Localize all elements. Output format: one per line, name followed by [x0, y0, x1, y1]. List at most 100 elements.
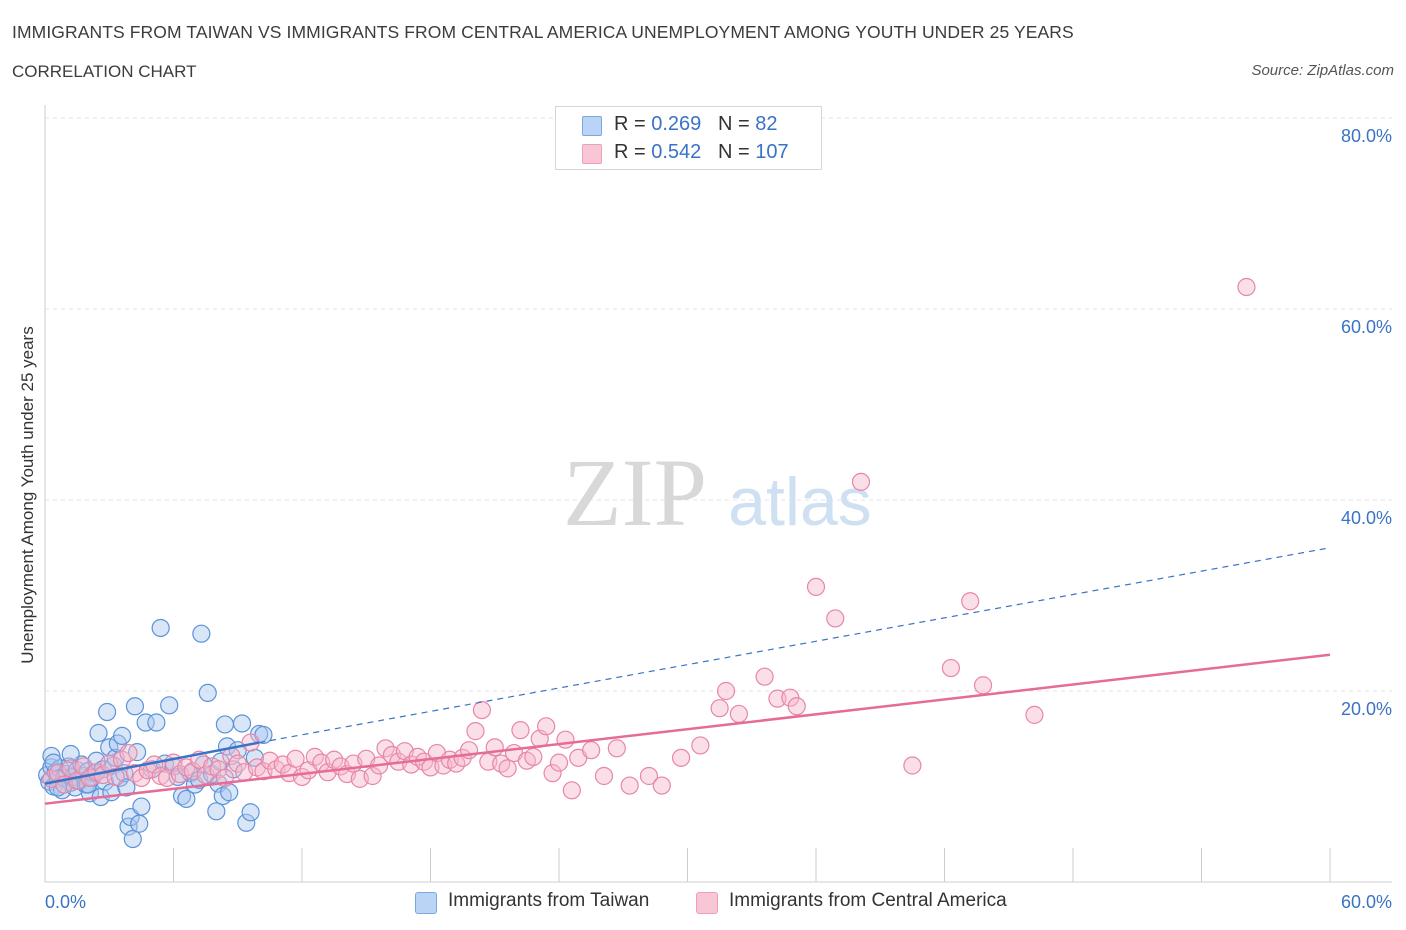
data-point-central-america: [376, 739, 395, 758]
data-point-taiwan: [207, 802, 226, 821]
y-tick-label: 80.0%: [1341, 126, 1392, 146]
bottom-legend-label-central-america: Immigrants from Central America: [729, 890, 1007, 911]
tick-labels: 20.0% 40.0% 60.0% 80.0% 0.0% 60.0%: [45, 126, 1392, 912]
data-point-central-america: [755, 667, 774, 686]
legend-r-value-central-america: 0.542: [651, 141, 702, 163]
chart-subtitle: CORRELATION CHART: [12, 62, 197, 81]
data-point-central-america: [1237, 277, 1256, 297]
data-point-taiwan: [237, 813, 256, 832]
axis-layer: [44, 105, 1392, 883]
data-point-central-america: [363, 766, 382, 786]
data-point-central-america: [511, 721, 530, 740]
trend-line-central-america: [44, 653, 1331, 805]
data-point-central-america: [768, 689, 787, 708]
data-point-taiwan: [160, 696, 179, 715]
trend-line-taiwan-extended: [259, 547, 1331, 744]
chart-title: IMMIGRANTS FROM TAIWAN VS IMMIGRANTS FRO…: [12, 22, 1074, 42]
y-tick-label: 60.0%: [1341, 317, 1392, 337]
data-point-central-america: [716, 681, 736, 701]
data-point-taiwan: [123, 829, 142, 849]
legend-r-label: R =: [614, 113, 652, 135]
data-point-taiwan: [98, 702, 117, 722]
bottom-legend-swatch-taiwan: [415, 892, 437, 914]
legend-swatch-central-america: [582, 144, 602, 164]
series-central-america-points: [42, 277, 1256, 800]
data-point-central-america: [620, 776, 639, 795]
data-point-central-america: [466, 722, 485, 741]
data-point-central-america: [556, 730, 575, 749]
data-point-taiwan: [61, 744, 80, 764]
data-point-central-america: [961, 592, 980, 611]
data-point-taiwan: [89, 723, 108, 743]
watermark-zip: ZIP: [563, 439, 707, 546]
data-point-central-america: [498, 759, 517, 778]
data-point-taiwan: [136, 713, 155, 732]
y-tick-label: 40.0%: [1341, 508, 1392, 528]
grid-layer: [45, 117, 1392, 692]
x-tick-label-min: 0.0%: [45, 892, 86, 912]
data-point-central-america: [671, 748, 691, 767]
data-point-central-america: [903, 756, 922, 775]
legend-n-label: N =: [717, 113, 756, 135]
bottom-legend-swatch-central-america: [696, 892, 718, 914]
data-point-central-america: [594, 766, 614, 786]
data-point-central-america: [325, 750, 344, 769]
data-point-central-america: [549, 753, 569, 772]
data-point-central-america: [691, 736, 710, 755]
data-point-central-america: [132, 768, 151, 788]
data-point-central-america: [787, 697, 806, 716]
data-point-central-america: [826, 609, 845, 628]
legend-n-value-central-america: 107: [755, 141, 789, 163]
data-point-central-america: [1025, 705, 1044, 724]
bottom-legend-label-taiwan: Immigrants from Taiwan: [448, 890, 650, 911]
legend-n-value-taiwan: 82: [755, 113, 778, 135]
data-point-taiwan: [192, 624, 211, 643]
data-point-taiwan: [132, 797, 151, 816]
data-point-central-america: [973, 676, 993, 695]
data-point-central-america: [524, 747, 543, 766]
watermark-atlas: atlas: [728, 464, 872, 540]
x-tick-label-max: 60.0%: [1341, 892, 1392, 912]
data-point-central-america: [537, 717, 556, 736]
data-point-taiwan: [241, 803, 260, 822]
data-point-central-america: [562, 781, 581, 800]
data-point-central-america: [119, 743, 138, 763]
data-point-central-america: [729, 704, 749, 724]
trend-line-taiwan: [44, 741, 260, 785]
data-point-taiwan: [147, 713, 166, 732]
y-tick-label: 20.0%: [1341, 699, 1392, 719]
y-axis-title: Unemployment Among Youth under 25 years: [18, 326, 37, 664]
legend-n-label: N =: [717, 141, 756, 163]
data-point-taiwan: [112, 726, 132, 745]
data-point-central-america: [151, 766, 170, 786]
data-point-central-america: [582, 741, 601, 760]
data-point-taiwan: [198, 683, 217, 703]
data-point-central-america: [851, 472, 871, 491]
data-point-taiwan: [125, 697, 145, 716]
legend-r-value-taiwan: 0.269: [651, 113, 702, 135]
data-point-central-america: [543, 764, 562, 783]
data-point-central-america: [806, 577, 826, 597]
data-point-taiwan: [232, 714, 252, 733]
correlation-legend: R = 0.269 N = 82 R = 0.542 N = 107: [555, 106, 822, 170]
data-point-central-america: [652, 776, 671, 795]
data-point-taiwan: [130, 814, 149, 833]
data-point-central-america: [639, 766, 659, 786]
data-point-taiwan: [177, 789, 196, 809]
legend-r-label: R =: [614, 141, 652, 163]
data-point-central-america: [941, 658, 961, 678]
trend-lines: [44, 547, 1331, 805]
watermark: ZIP atlas: [563, 439, 872, 546]
data-point-central-america: [106, 767, 125, 787]
data-point-taiwan: [215, 715, 234, 734]
data-point-central-america: [607, 739, 626, 758]
data-point-central-america: [286, 749, 305, 768]
series-taiwan-points: [38, 618, 273, 849]
data-point-central-america: [472, 700, 491, 720]
source-label: Source: ZipAtlas.com: [1251, 62, 1394, 79]
data-point-taiwan: [220, 783, 239, 802]
data-point-central-america: [710, 699, 729, 718]
data-point-taiwan: [151, 618, 170, 638]
legend-swatch-taiwan: [582, 116, 602, 136]
